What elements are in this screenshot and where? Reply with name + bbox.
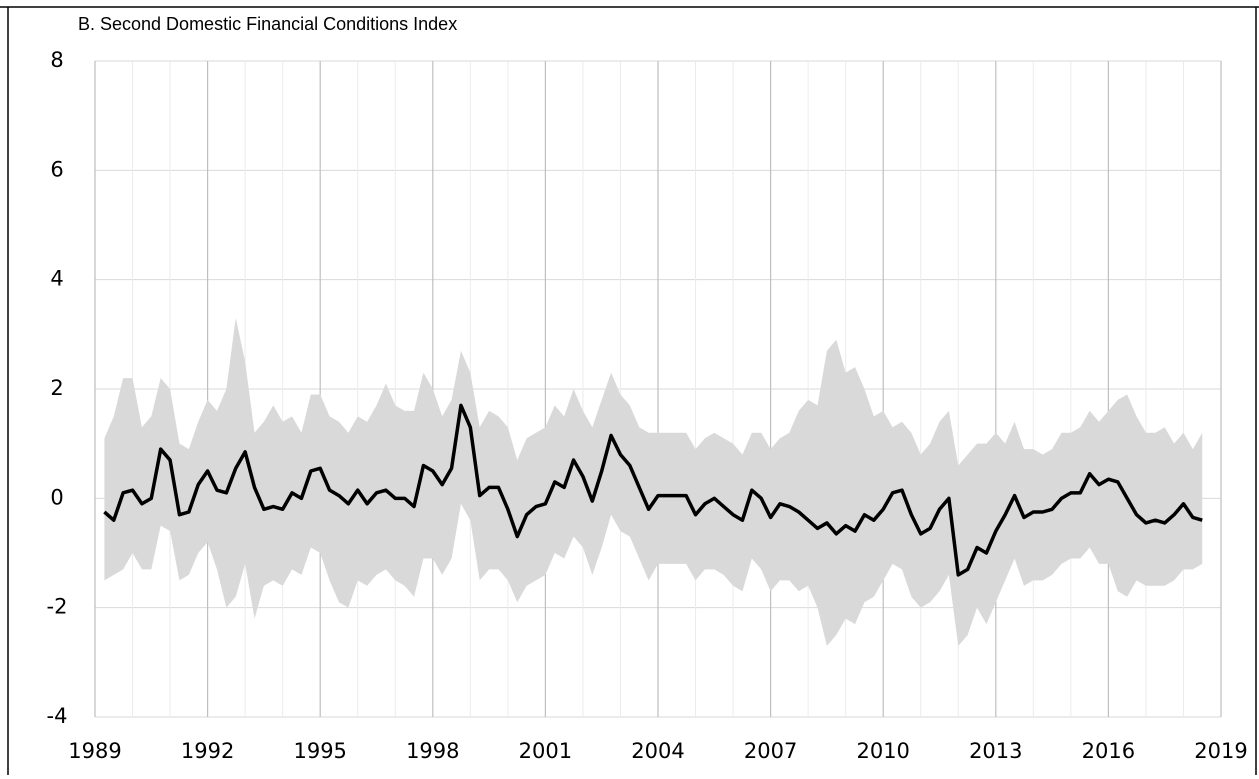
y-tick-label: 2 xyxy=(50,376,63,400)
x-tick-label: 1998 xyxy=(406,739,459,763)
x-tick-label: 2019 xyxy=(1194,739,1247,763)
y-tick-label: 8 xyxy=(50,48,63,72)
x-tick-label: 1992 xyxy=(181,739,234,763)
x-tick-label: 2004 xyxy=(631,739,684,763)
confidence-band xyxy=(104,317,1203,646)
x-tick-label: 2007 xyxy=(744,739,797,763)
x-tick-label: 1989 xyxy=(68,739,121,763)
y-tick-label: 0 xyxy=(50,485,63,509)
y-tick-label: -2 xyxy=(47,595,68,619)
index-line xyxy=(103,403,1203,577)
x-tick-label: 2013 xyxy=(969,739,1022,763)
x-tick-label: 2001 xyxy=(519,739,572,763)
x-tick-label: 1995 xyxy=(293,739,346,763)
x-tick-label: 2016 xyxy=(1082,739,1135,763)
y-tick-label: -4 xyxy=(47,704,68,728)
y-tick-label: 6 xyxy=(50,157,63,181)
y-tick-label: 4 xyxy=(50,267,63,291)
chart-title: B. Second Domestic Financial Conditions … xyxy=(78,14,457,34)
x-tick-label: 2010 xyxy=(856,739,909,763)
